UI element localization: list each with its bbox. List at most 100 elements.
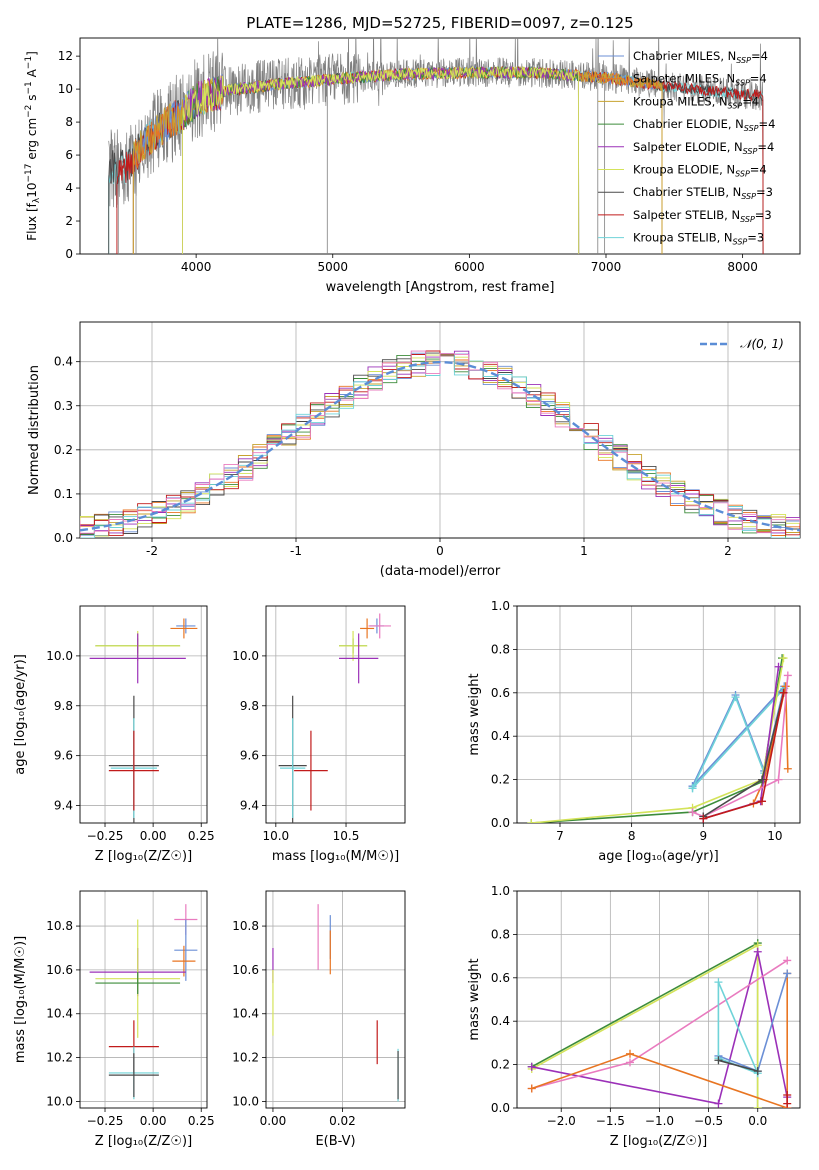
y-axis-label: Flux [fλ10−17 erg cm−2 s−1 A−1] bbox=[24, 51, 42, 241]
observed-spectrum bbox=[108, 38, 764, 208]
y-tick-label: 0.4 bbox=[491, 1014, 510, 1028]
axes-frame bbox=[516, 890, 801, 1109]
errorbar-chabrier-elodie bbox=[95, 972, 181, 995]
residuals-panel: -2 -1 0 1 2 0.0 0.1 0.2 0.3 0.4 (data-model)/error… bbox=[27, 321, 801, 579]
axes-frame bbox=[79, 605, 208, 824]
weight-line-salpeter-stelib bbox=[703, 692, 785, 820]
x-axis-label: wavelength [Angstrom, rest frame] bbox=[326, 280, 555, 295]
x-tick-label: 4000 bbox=[181, 260, 212, 274]
errorbar-salpeter-stelib bbox=[108, 730, 159, 811]
y-tick-label: 0.8 bbox=[491, 927, 510, 941]
errorbar-salpeter-miles bbox=[360, 618, 375, 639]
x-tick-label: 6000 bbox=[454, 260, 485, 274]
y-tick-label: 0.4 bbox=[491, 729, 510, 743]
axes-frame bbox=[79, 37, 801, 255]
legend-label: Kroupa STELIB, NSSP=3 bbox=[633, 231, 764, 247]
y-tick-label: 10.8 bbox=[232, 919, 259, 933]
x-tick-label: 9 bbox=[699, 829, 707, 843]
x-tick-label: −1.0 bbox=[645, 1114, 674, 1128]
plot-area bbox=[272, 904, 399, 1102]
y-tick-label: 10.6 bbox=[46, 963, 73, 977]
x-axis-label: E(B-V) bbox=[315, 1134, 355, 1149]
y-tick-label: 12 bbox=[58, 49, 73, 63]
y-tick-label: 0.2 bbox=[54, 443, 73, 457]
legend-label: Salpeter STELIB, NSSP=3 bbox=[633, 208, 772, 224]
figure-title: PLATE=1286, MJD=52725, FIBERID=0097, z=0… bbox=[246, 14, 633, 32]
x-tick-label: 0.00 bbox=[260, 1114, 287, 1128]
normal-curve bbox=[80, 360, 800, 532]
weight-line-kroupa-stelib bbox=[691, 685, 786, 789]
x-tick-label: 0.00 bbox=[140, 829, 167, 843]
legend-label: Chabrier STELIB, NSSP=3 bbox=[633, 185, 773, 201]
legend-label: Kroupa MILES, NSSP=4 bbox=[633, 94, 759, 110]
x-tick-label: 2 bbox=[724, 544, 732, 558]
y-tick-label: 2 bbox=[65, 214, 73, 228]
y-tick-label: 0.4 bbox=[54, 355, 73, 369]
weight-marker bbox=[783, 1090, 792, 1099]
panels: 4000 5000 6000 7000 8000024681012wavelength … bbox=[13, 37, 801, 1149]
y-tick-label: 0.0 bbox=[54, 531, 73, 545]
weight-line-chabrier-elodie bbox=[531, 657, 783, 823]
errorbar-salpeter-elodie-alt bbox=[368, 613, 391, 639]
y-tick-label: 0.0 bbox=[491, 1101, 510, 1115]
y-tick-label: 1.0 bbox=[491, 884, 510, 898]
x-tick-label: −0.25 bbox=[87, 1114, 124, 1128]
weight-marker bbox=[783, 1099, 792, 1108]
plot-area bbox=[80, 350, 800, 538]
legend-label: Chabrier ELODIE, NSSP=4 bbox=[633, 117, 775, 133]
weight-marker bbox=[714, 1056, 723, 1065]
plot-area bbox=[278, 613, 391, 823]
y-tick-label: 10.8 bbox=[46, 919, 73, 933]
y-tick-label: 9.8 bbox=[54, 699, 73, 713]
age-vs-mass-panel: 10.0 10.5 9.4 9.6 9.8 10.0 mass [log₁₀(M/M☉)] bbox=[232, 605, 406, 864]
y-axis-label: mass weight bbox=[467, 673, 482, 755]
weight-marker bbox=[753, 947, 762, 956]
weight-marker bbox=[779, 654, 788, 663]
mass-vs-ebv-panel: 0.00 0.02 10.0 10.2 10.4 10.6 10.8 E(B-V) bbox=[232, 890, 406, 1149]
weight-marker bbox=[753, 1104, 762, 1108]
y-tick-label: 9.6 bbox=[240, 749, 259, 763]
x-tick-label: 8000 bbox=[727, 260, 758, 274]
y-tick-label: 10.0 bbox=[46, 649, 73, 663]
weight-marker bbox=[783, 956, 792, 965]
errorbar-kroupa-elodie bbox=[339, 630, 368, 661]
y-tick-label: 10.6 bbox=[232, 963, 259, 977]
weight-marker bbox=[758, 797, 767, 806]
weight-marker bbox=[783, 671, 792, 680]
x-tick-label: 10.0 bbox=[262, 829, 289, 843]
weight-marker bbox=[699, 814, 708, 823]
plot-area bbox=[108, 38, 764, 254]
y-tick-label: 9.8 bbox=[240, 699, 259, 713]
legend-label: Chabrier MILES, NSSP=4 bbox=[633, 49, 768, 65]
x-tick-label: 10 bbox=[767, 829, 782, 843]
y-tick-label: 10.2 bbox=[46, 1051, 73, 1065]
x-tick-label: 10.5 bbox=[333, 829, 360, 843]
x-tick-label: 0 bbox=[436, 544, 444, 558]
model-spectrum-kroupa-elodie bbox=[182, 65, 580, 254]
y-tick-label: 0.0 bbox=[491, 816, 510, 830]
y-tick-label: 10.0 bbox=[46, 1094, 73, 1108]
y-tick-label: 0.6 bbox=[491, 686, 510, 700]
y-tick-label: 0.8 bbox=[491, 642, 510, 656]
weight-marker bbox=[783, 969, 792, 978]
weight-marker bbox=[626, 1049, 635, 1058]
y-tick-label: 9.6 bbox=[54, 749, 73, 763]
weight-line-salpeter-elodie-alt bbox=[692, 675, 789, 818]
model-spectrum-chabrier-elodie bbox=[182, 65, 580, 254]
mass-vs-Z-panel: −0.25 0.00 0.25 10.0 10.2 10.4 10.6 10.8 Z [log₁… bbox=[13, 890, 215, 1149]
y-tick-label: 0.2 bbox=[491, 773, 510, 787]
y-tick-label: 0.2 bbox=[491, 1058, 510, 1072]
model-spectrum-salpeter-elodie bbox=[182, 65, 580, 254]
weight-line-kroupa-elodie bbox=[531, 657, 785, 823]
weight-vs-Z-panel: −2.0 −1.5 −1.0 −0.5 0.0 0.0 0.2 0.4 0.6 0.8 1.0 Z [… bbox=[467, 884, 801, 1149]
weight-marker bbox=[527, 1062, 536, 1071]
y-axis-label: mass [log₁₀(M/M☉)] bbox=[13, 936, 28, 1063]
y-axis-label: Normed distribution bbox=[27, 365, 42, 495]
y-tick-label: 0.1 bbox=[54, 487, 73, 501]
weight-marker bbox=[527, 1084, 536, 1093]
x-axis-label: Z [log₁₀(Z/Z☉)] bbox=[610, 1134, 707, 1149]
x-axis-label: Z [log₁₀(Z/Z☉)] bbox=[95, 1134, 192, 1149]
y-tick-label: 9.4 bbox=[54, 799, 73, 813]
axes-frame bbox=[265, 605, 406, 824]
